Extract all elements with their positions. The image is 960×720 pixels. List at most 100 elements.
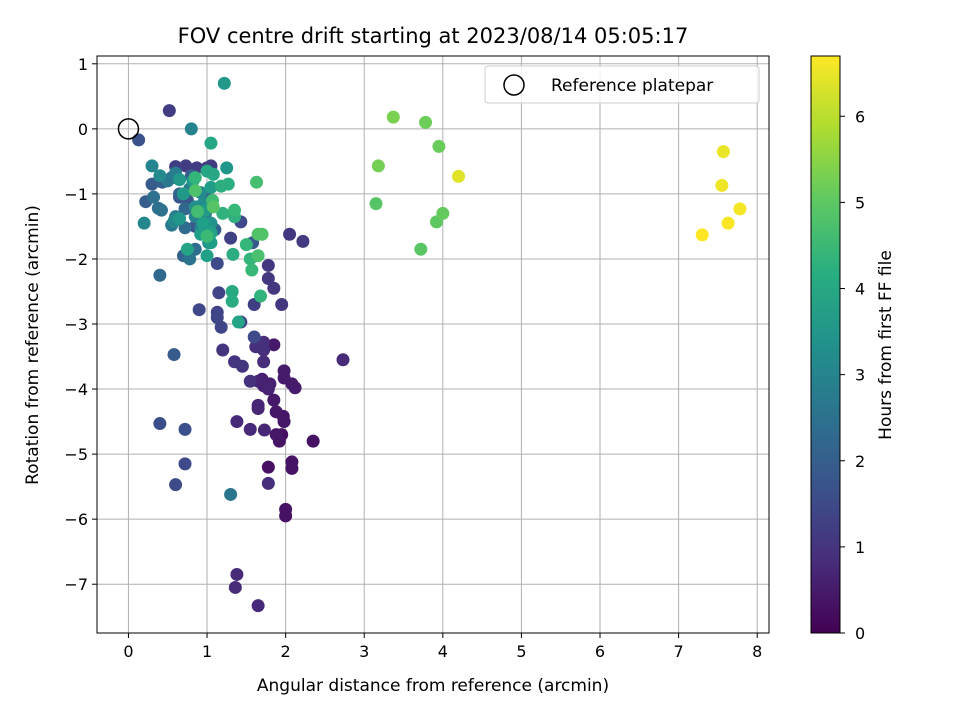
legend-label: Reference platepar — [551, 76, 713, 96]
plot-frame — [96, 55, 770, 634]
data-point — [178, 457, 192, 471]
data-point — [173, 173, 187, 187]
reference-marker-group — [117, 118, 140, 140]
data-points — [132, 76, 747, 613]
data-point — [306, 434, 320, 448]
data-point — [285, 461, 299, 475]
data-point — [225, 294, 239, 308]
y-tick-label: −7 — [64, 575, 88, 594]
data-point — [369, 197, 383, 211]
data-point — [188, 171, 202, 185]
data-point — [243, 374, 257, 388]
data-point — [204, 180, 218, 194]
data-point — [196, 216, 210, 230]
data-point — [267, 393, 281, 407]
data-point — [210, 311, 224, 325]
data-point — [277, 371, 291, 385]
x-tick-label: 4 — [438, 642, 448, 661]
data-point — [277, 415, 291, 429]
x-tick-label: 2 — [281, 642, 291, 661]
data-point — [251, 599, 265, 613]
data-point — [261, 460, 275, 474]
data-point — [279, 509, 293, 523]
data-point — [261, 258, 275, 272]
data-point — [250, 175, 264, 189]
data-point — [183, 252, 197, 266]
colorbar-label: Hours from first FF file — [876, 250, 896, 440]
data-point — [216, 206, 230, 220]
data-point — [145, 159, 159, 173]
colorbar — [810, 55, 841, 634]
data-point — [153, 417, 167, 431]
data-point — [228, 203, 242, 217]
y-axis-ticks: 1 0 −1 −2 −3 −4 −5 −6 −7 — [64, 55, 97, 594]
data-point — [173, 212, 187, 226]
data-point — [419, 115, 433, 129]
data-point — [154, 203, 168, 217]
data-point — [200, 249, 214, 263]
x-tick-label: 6 — [595, 642, 605, 661]
data-point — [147, 190, 161, 204]
data-point — [283, 227, 297, 241]
data-point — [245, 263, 259, 277]
grid — [97, 56, 769, 633]
data-point — [231, 315, 245, 329]
y-tick-label: −5 — [64, 445, 88, 464]
data-point — [269, 428, 283, 442]
x-tick-label: 3 — [359, 642, 369, 661]
data-point — [192, 303, 206, 317]
data-point — [216, 343, 230, 357]
x-axis-ticks: 0 1 2 3 4 5 6 7 8 — [123, 633, 762, 661]
y-tick-label: −2 — [64, 250, 88, 269]
data-point — [452, 169, 466, 183]
data-point — [253, 289, 267, 303]
data-point — [230, 415, 244, 429]
data-point — [178, 422, 192, 436]
data-point — [184, 122, 198, 136]
data-point — [206, 200, 220, 214]
x-tick-label: 0 — [123, 642, 133, 661]
data-point — [210, 257, 224, 271]
data-point — [432, 139, 446, 153]
data-point — [176, 187, 190, 201]
data-point — [267, 281, 281, 295]
data-point — [733, 202, 747, 216]
data-point — [243, 422, 257, 436]
data-point — [224, 487, 238, 501]
y-tick-label: −1 — [64, 185, 88, 204]
colorbar-tick-label: 4 — [855, 280, 865, 299]
data-point — [188, 184, 202, 198]
data-point — [269, 405, 283, 419]
data-point — [721, 216, 735, 230]
y-tick-label: −4 — [64, 380, 88, 399]
data-point — [247, 330, 261, 344]
data-point — [145, 177, 159, 191]
colorbar-tick-label: 2 — [855, 452, 865, 471]
y-tick-label: −3 — [64, 315, 88, 334]
data-point — [224, 231, 238, 245]
data-point — [275, 297, 289, 311]
data-point — [153, 169, 167, 183]
data-point — [436, 206, 450, 220]
data-point — [251, 249, 265, 263]
data-point — [695, 228, 709, 242]
data-point — [217, 76, 231, 90]
data-point — [251, 402, 265, 416]
data-point — [386, 110, 400, 124]
data-point — [225, 284, 239, 298]
chart-title: FOV centre drift starting at 2023/08/14 … — [178, 24, 689, 48]
data-point — [214, 320, 228, 334]
colorbar-tick-label: 6 — [855, 107, 865, 126]
data-point — [715, 178, 729, 192]
data-point — [212, 286, 226, 300]
y-tick-label: −6 — [64, 510, 88, 529]
data-point — [257, 355, 271, 369]
data-point — [220, 161, 234, 175]
x-tick-label: 1 — [202, 642, 212, 661]
x-tick-label: 8 — [752, 642, 762, 661]
data-point — [716, 145, 730, 159]
reference-platepar-marker — [117, 118, 140, 140]
colorbar-ticks: 0 1 2 3 4 5 6 — [840, 107, 865, 643]
legend-box — [484, 65, 760, 104]
